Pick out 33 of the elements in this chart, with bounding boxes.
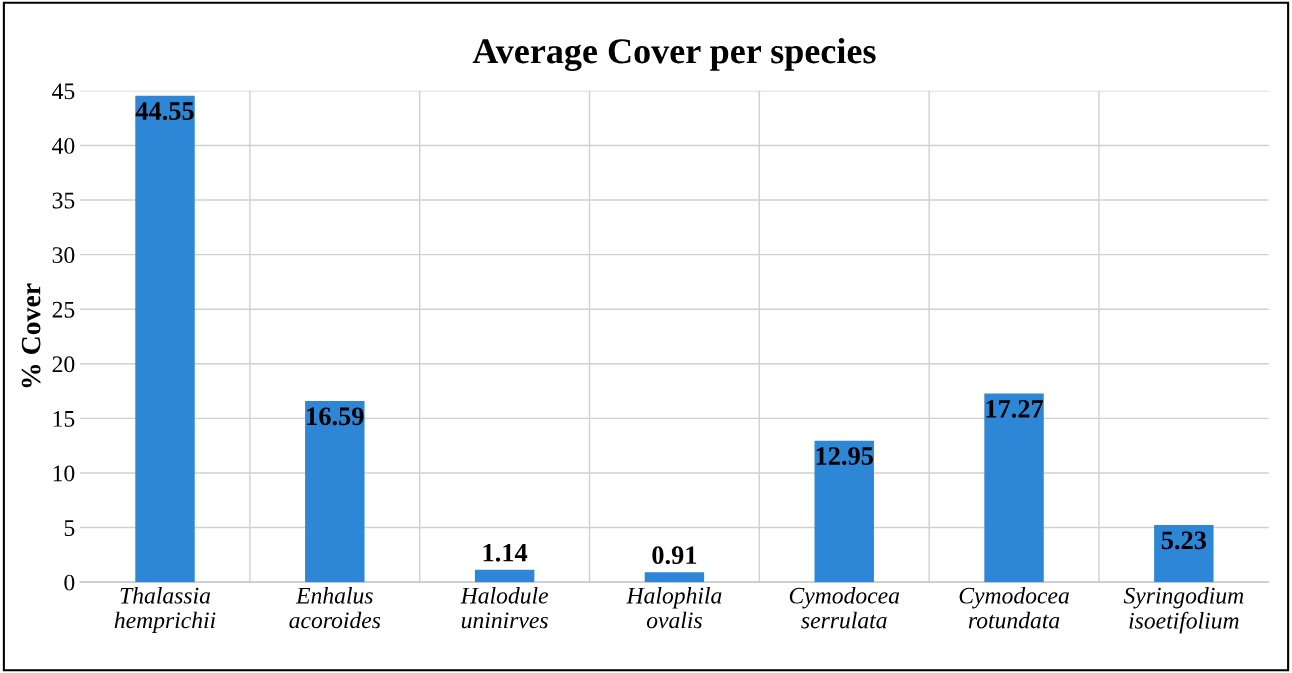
data-label: 44.55	[135, 102, 194, 121]
data-label: 16.59	[307, 407, 364, 426]
data-label: 0.91	[652, 546, 697, 565]
y-tick-label: 30	[52, 247, 75, 264]
x-tick-label: Cymodocea serrulata	[789, 587, 900, 629]
x-tick-label: Halodule uninirves	[460, 587, 549, 629]
data-label: 17.27	[986, 399, 1044, 418]
y-tick-label: 10	[53, 465, 75, 482]
x-tick-label: Syringodium isoetifolium	[1123, 587, 1244, 634]
y-tick-label: 0	[64, 574, 75, 591]
x-tick-label: Thalassia hemprichii	[114, 587, 216, 634]
x-tick-label: Cymodocea rotundata	[959, 587, 1069, 629]
bar	[1154, 525, 1214, 583]
y-tick-label: 15	[53, 410, 75, 427]
y-tick-label: 25	[52, 301, 75, 318]
y-tick-label: 40	[52, 137, 75, 154]
bar	[644, 572, 705, 583]
bar	[135, 95, 195, 583]
x-tick-label: Enhalus acoroides	[289, 587, 381, 629]
y-tick-label: 45	[52, 83, 75, 100]
chart-title: Average Cover per species	[472, 38, 876, 72]
x-tick-label: Halophila ovalis	[626, 587, 722, 629]
y-tick-label: 20	[52, 356, 75, 373]
y-axis-title: % Cover	[21, 283, 41, 388]
bar	[984, 393, 1044, 583]
data-label: 1.14	[483, 543, 528, 562]
y-tick-label: 35	[52, 192, 75, 209]
bar	[305, 401, 365, 583]
bar	[814, 440, 874, 583]
y-tick-label: 5	[64, 520, 75, 536]
data-label: 12.95	[816, 447, 873, 465]
bar	[474, 569, 535, 583]
data-label: 5.23	[1161, 531, 1207, 550]
